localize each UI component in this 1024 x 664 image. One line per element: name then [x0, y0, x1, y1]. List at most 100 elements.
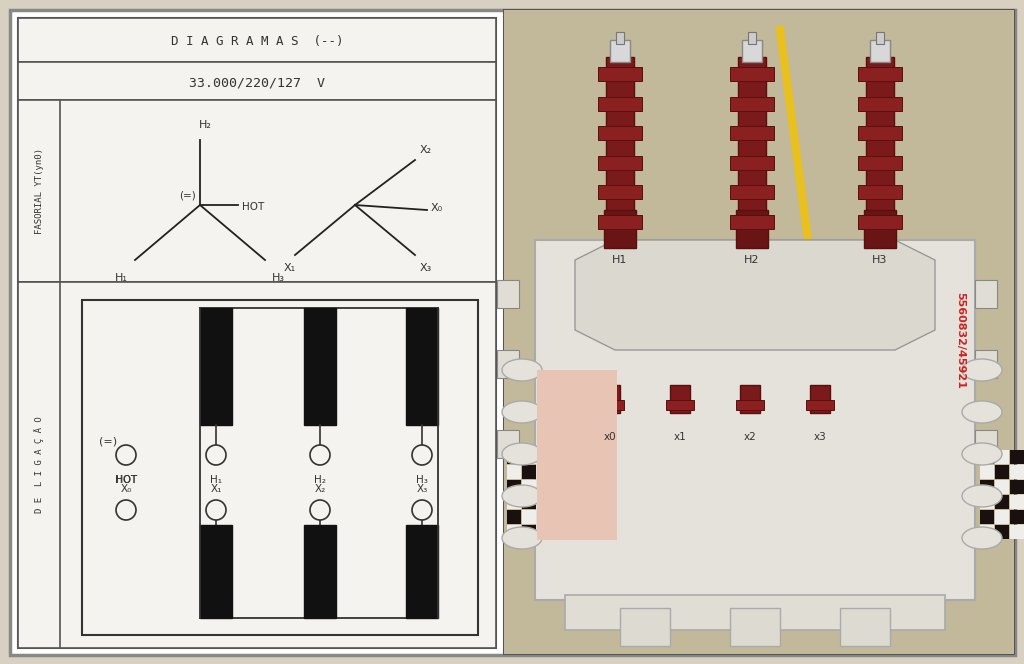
Bar: [522, 465, 536, 479]
Bar: [730, 126, 774, 140]
Ellipse shape: [962, 485, 1002, 507]
Bar: [730, 67, 774, 81]
Circle shape: [116, 445, 136, 465]
Bar: [1010, 525, 1024, 539]
Ellipse shape: [962, 443, 1002, 465]
Bar: [504, 10, 1014, 654]
Bar: [858, 215, 902, 229]
Bar: [497, 430, 519, 458]
Bar: [980, 450, 994, 464]
Bar: [738, 57, 766, 245]
Text: X₁: X₁: [284, 263, 296, 273]
Bar: [748, 32, 756, 44]
Bar: [406, 525, 438, 618]
Bar: [537, 370, 617, 540]
Text: X₃: X₃: [420, 263, 432, 273]
Bar: [1010, 510, 1024, 524]
Text: (=): (=): [179, 190, 197, 200]
Text: D I A G R A M A S  (--): D I A G R A M A S (--): [171, 35, 343, 48]
Bar: [200, 525, 232, 618]
Bar: [596, 400, 624, 410]
Bar: [975, 430, 997, 458]
Circle shape: [116, 500, 136, 520]
Bar: [522, 510, 536, 524]
Bar: [598, 185, 642, 199]
Bar: [876, 32, 884, 44]
Bar: [537, 525, 551, 539]
Bar: [980, 465, 994, 479]
Ellipse shape: [962, 527, 1002, 549]
Polygon shape: [575, 240, 935, 350]
Text: H2: H2: [744, 255, 760, 265]
Text: x1: x1: [674, 432, 686, 442]
Circle shape: [310, 500, 330, 520]
Text: H₂: H₂: [199, 120, 211, 130]
Bar: [200, 308, 232, 425]
Text: HOT: HOT: [242, 202, 264, 212]
Bar: [507, 465, 521, 479]
Text: H1: H1: [612, 255, 628, 265]
Bar: [537, 510, 551, 524]
Circle shape: [206, 445, 226, 465]
Text: X₀: X₀: [431, 203, 443, 213]
Bar: [1010, 480, 1024, 494]
Bar: [18, 100, 60, 282]
Bar: [504, 10, 1014, 654]
Bar: [980, 495, 994, 509]
Bar: [870, 40, 890, 62]
Bar: [730, 96, 774, 111]
Text: (=): (=): [99, 436, 117, 446]
Bar: [598, 67, 642, 81]
Ellipse shape: [962, 359, 1002, 381]
Text: X₃: X₃: [417, 484, 428, 494]
Bar: [736, 210, 768, 248]
Bar: [507, 495, 521, 509]
Bar: [858, 67, 902, 81]
Text: HOT: HOT: [116, 475, 136, 485]
Bar: [604, 210, 636, 248]
Bar: [730, 185, 774, 199]
Ellipse shape: [502, 401, 542, 423]
Bar: [406, 308, 438, 425]
Text: FASORIAL YT(yn0): FASORIAL YT(yn0): [35, 148, 43, 234]
Bar: [522, 525, 536, 539]
Text: H₁: H₁: [115, 273, 128, 283]
Bar: [82, 300, 478, 635]
Bar: [598, 215, 642, 229]
Bar: [497, 280, 519, 308]
Bar: [975, 350, 997, 378]
Bar: [864, 210, 896, 248]
Bar: [1010, 465, 1024, 479]
Text: X₁: X₁: [210, 484, 221, 494]
Bar: [535, 240, 975, 600]
Text: x3: x3: [814, 432, 826, 442]
Bar: [537, 465, 551, 479]
Ellipse shape: [502, 527, 542, 549]
Bar: [730, 608, 780, 646]
Bar: [670, 385, 690, 413]
Circle shape: [412, 500, 432, 520]
Bar: [507, 525, 521, 539]
Text: 5560832/45921: 5560832/45921: [955, 291, 965, 388]
Bar: [995, 510, 1009, 524]
Text: x0: x0: [604, 432, 616, 442]
Text: X₂: X₂: [314, 484, 326, 494]
Text: x2: x2: [743, 432, 757, 442]
Text: D E  L I G A Ç Ã O: D E L I G A Ç Ã O: [34, 416, 44, 513]
Bar: [736, 400, 764, 410]
Text: H3: H3: [872, 255, 888, 265]
Bar: [497, 350, 519, 378]
Text: X₀: X₀: [120, 484, 132, 494]
Bar: [18, 282, 60, 648]
Bar: [995, 480, 1009, 494]
Bar: [522, 495, 536, 509]
Bar: [858, 126, 902, 140]
Bar: [606, 57, 634, 245]
Bar: [810, 385, 830, 413]
Bar: [620, 608, 670, 646]
Bar: [858, 185, 902, 199]
Text: X₂: X₂: [420, 145, 432, 155]
Bar: [616, 32, 624, 44]
Bar: [730, 156, 774, 170]
Text: H₃: H₃: [272, 273, 285, 283]
